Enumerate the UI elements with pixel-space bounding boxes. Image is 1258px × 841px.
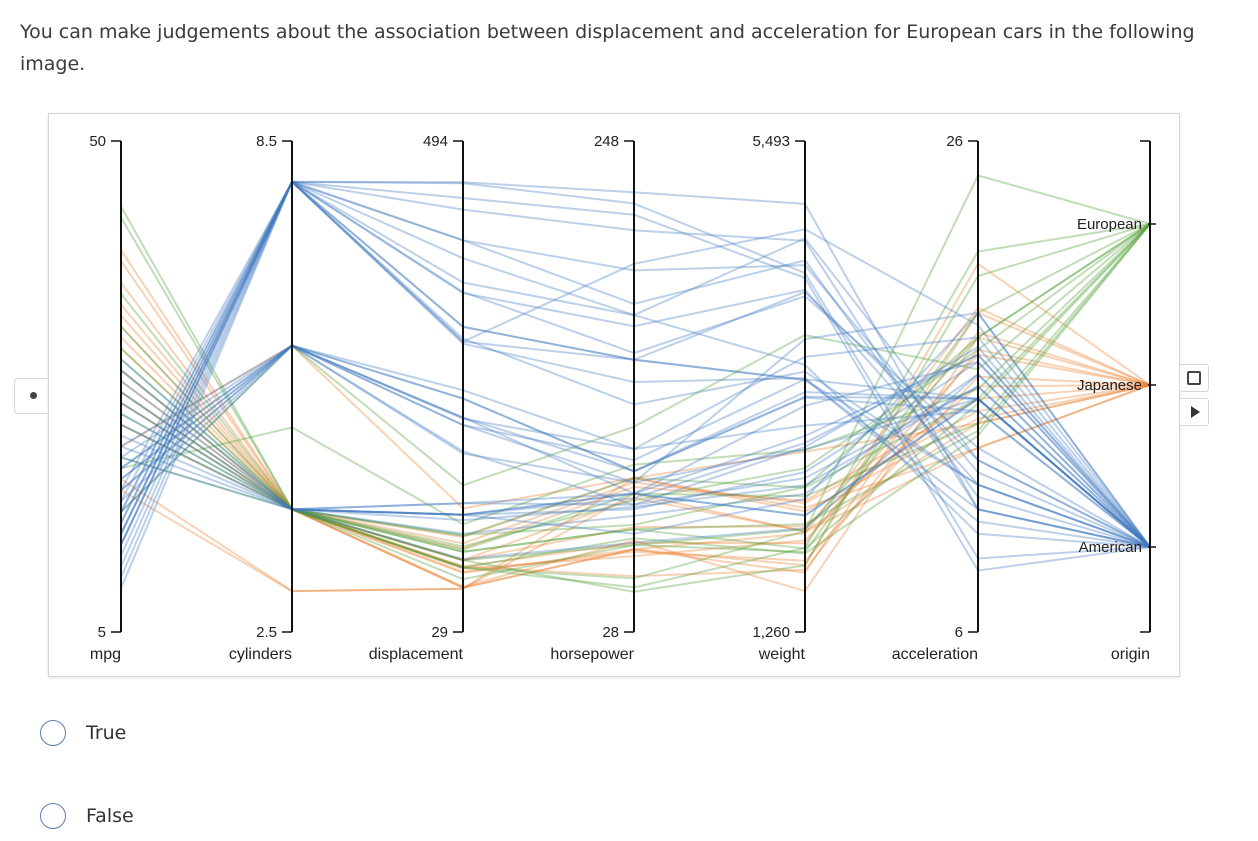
series-line-american [120, 372, 1151, 548]
axes-layer: 50 5 mpg 8.5 2.5 cylinders 494 29 displacement 24… [89, 133, 1156, 663]
option-true[interactable]: True [40, 720, 126, 746]
origin-label-american: American [1079, 539, 1142, 556]
series-line-american [120, 353, 1151, 548]
parallel-coordinates-chart: 50 5 mpg 8.5 2.5 cylinders 494 29 displacement 24… [48, 113, 1180, 677]
axis-min-label-cylinders: 2.5 [256, 624, 277, 641]
axis-title-weight: weight [758, 646, 806, 663]
axis-max-label-cylinders: 8.5 [256, 133, 277, 150]
axis-min-label-displacement: 29 [431, 624, 448, 641]
series-line-american [120, 360, 1151, 548]
axis-min-label-horsepower: 28 [602, 624, 619, 641]
series-line-american [120, 353, 1151, 548]
axis-min-label-acceleration: 6 [955, 624, 963, 641]
play-button[interactable] [1179, 398, 1209, 426]
axis-title-acceleration: acceleration [892, 646, 978, 663]
option-false-label: False [86, 805, 134, 827]
axis-min-label-weight: 1,260 [752, 624, 790, 641]
axis-max-label-horsepower: 248 [594, 133, 619, 150]
origin-label-european: European [1077, 216, 1142, 233]
option-true-label: True [86, 722, 127, 744]
question-prompt: You can make judgements about the associ… [20, 21, 1195, 75]
axis-title-origin: origin [1111, 646, 1150, 663]
axis-title-horsepower: horsepower [550, 646, 634, 663]
axis-min-label-mpg: 5 [98, 624, 106, 641]
axis-title-displacement: displacement [369, 646, 464, 663]
axis-max-label-acceleration: 26 [946, 133, 963, 150]
play-icon [1190, 406, 1200, 418]
axis-max-label-displacement: 494 [423, 133, 448, 150]
axis-max-label-weight: 5,493 [752, 133, 790, 150]
axis-title-mpg: mpg [90, 646, 121, 663]
chart-svg: 50 5 mpg 8.5 2.5 cylinders 494 29 displacement 24… [89, 133, 1156, 663]
radio-true[interactable] [40, 720, 66, 746]
stop-button[interactable] [1179, 364, 1209, 392]
axis-max-label-mpg: 50 [89, 133, 106, 150]
origin-label-japanese: Japanese [1077, 377, 1142, 394]
radio-false[interactable] [40, 803, 66, 829]
option-false[interactable]: False [40, 803, 134, 829]
axis-title-cylinders: cylinders [229, 646, 292, 663]
stop-icon [1187, 371, 1201, 385]
polylines-layer [120, 174, 1151, 593]
